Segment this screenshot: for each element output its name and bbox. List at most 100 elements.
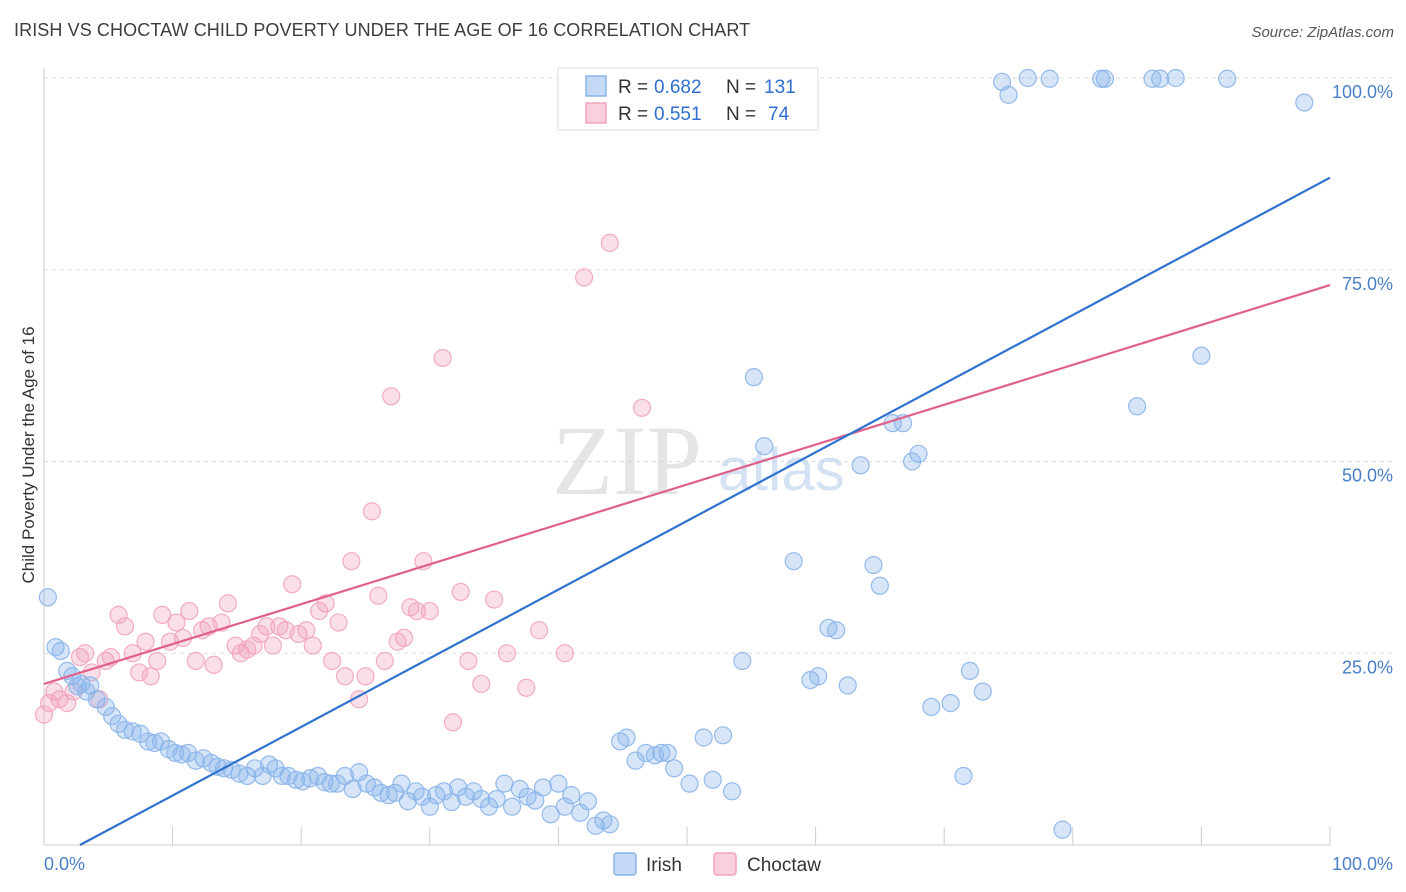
choctaw-point	[58, 694, 77, 713]
irish-point	[562, 786, 581, 805]
choctaw-points	[34, 233, 652, 732]
irish-point	[827, 621, 846, 640]
choctaw-point	[76, 644, 95, 663]
legend-choctaw-n-label: N =	[726, 104, 756, 125]
legend-choctaw-label: Choctaw	[747, 855, 821, 876]
irish-point	[541, 805, 560, 824]
irish-point	[680, 774, 699, 793]
choctaw-point	[153, 605, 172, 625]
irish-point	[1127, 397, 1147, 416]
irish-point	[922, 697, 941, 717]
irish-point	[549, 774, 568, 793]
irish-point	[479, 797, 499, 816]
irish-point	[941, 694, 960, 713]
choctaw-point	[517, 678, 536, 697]
irish-point	[495, 774, 514, 793]
choctaw-point	[575, 268, 594, 287]
irish-point	[809, 667, 828, 686]
choctaw-point	[451, 582, 470, 601]
legend-choctaw-r-label: R =	[618, 104, 648, 125]
irish-point	[784, 552, 803, 571]
choctaw-point	[472, 674, 491, 694]
irish-point	[510, 779, 529, 799]
irish-point	[665, 759, 684, 778]
watermark-zip: ZIP	[552, 405, 702, 516]
irish-point	[733, 651, 752, 671]
choctaw-point	[34, 705, 54, 724]
irish-point	[954, 766, 973, 786]
choctaw-point	[420, 601, 439, 621]
irish-point	[652, 743, 671, 763]
irish-point	[398, 792, 418, 811]
x-tick-label: 100.0%	[1332, 854, 1393, 874]
irish-point	[909, 444, 928, 463]
irish-point	[1095, 69, 1115, 88]
choctaw-point	[148, 651, 167, 671]
irish-point	[870, 576, 890, 595]
trend-lines	[43, 176, 1331, 846]
source-label: Source: ZipAtlas.com	[1251, 24, 1394, 41]
irish-point	[533, 778, 553, 797]
legend-irish-marker	[613, 852, 637, 876]
choctaw-point	[394, 628, 414, 648]
irish-point	[321, 774, 340, 793]
irish-point	[755, 437, 774, 456]
y-tick-label: 25.0%	[1342, 657, 1393, 677]
choctaw-point	[335, 667, 355, 686]
choctaw-point	[375, 651, 394, 671]
irish-point	[238, 766, 257, 786]
irish-point	[1218, 69, 1237, 88]
choctaw-point	[244, 636, 263, 655]
choctaw-point	[316, 594, 335, 613]
choctaw-point	[349, 690, 369, 709]
choctaw-point	[497, 644, 517, 663]
irish-point	[412, 787, 432, 806]
correlation-legend: R = 0.682 N = 131 R = 0.551 N = 74	[557, 67, 819, 131]
irish-point	[385, 783, 405, 802]
irish-point	[1295, 93, 1314, 112]
irish-point	[999, 85, 1018, 104]
legend-irish-r-label: R =	[618, 77, 648, 98]
irish-point	[722, 782, 742, 801]
y-tick-label: 75.0%	[1342, 274, 1393, 294]
irish-point	[578, 792, 598, 811]
choctaw-point	[109, 605, 128, 625]
choctaw-point	[263, 636, 283, 655]
irish-point	[600, 815, 619, 834]
legend-choctaw-r-value: 0.551	[654, 104, 702, 125]
irish-point	[392, 774, 411, 793]
legend-irish-swatch	[585, 75, 607, 97]
choctaw-point	[141, 667, 160, 686]
irish-point	[96, 697, 115, 717]
legend-irish-label: Irish	[646, 855, 682, 876]
irish-point	[131, 724, 150, 743]
choctaw-point	[600, 233, 619, 253]
legend-irish-n-value: 131	[764, 77, 796, 98]
irish-point	[973, 682, 992, 701]
irish-point	[1192, 346, 1211, 365]
choctaw-point	[218, 594, 237, 613]
irish-point	[694, 728, 713, 747]
irish-point	[658, 743, 677, 763]
irish-points	[38, 68, 1314, 839]
irish-point	[139, 732, 158, 751]
choctaw-point	[204, 655, 223, 674]
choctaw-point	[362, 502, 382, 521]
choctaw-point	[136, 632, 155, 651]
irish-point	[1166, 68, 1185, 88]
choctaw-point	[115, 617, 135, 636]
choctaw-point	[459, 651, 478, 671]
series-legend: Irish Choctaw	[613, 852, 821, 876]
irish-point	[713, 726, 733, 745]
choctaw-point	[382, 387, 401, 406]
legend-irish-n-label: N =	[726, 77, 756, 98]
choctaw-point	[369, 586, 388, 605]
irish-point	[1143, 69, 1162, 88]
choctaw-point	[297, 621, 316, 640]
choctaw-point	[130, 663, 149, 682]
choctaw-point	[283, 575, 302, 594]
irish-point	[420, 797, 439, 816]
chart-title: IRISH VS CHOCTAW CHILD POVERTY UNDER THE…	[14, 20, 751, 40]
irish-point	[166, 743, 185, 763]
irish-point	[744, 368, 763, 387]
